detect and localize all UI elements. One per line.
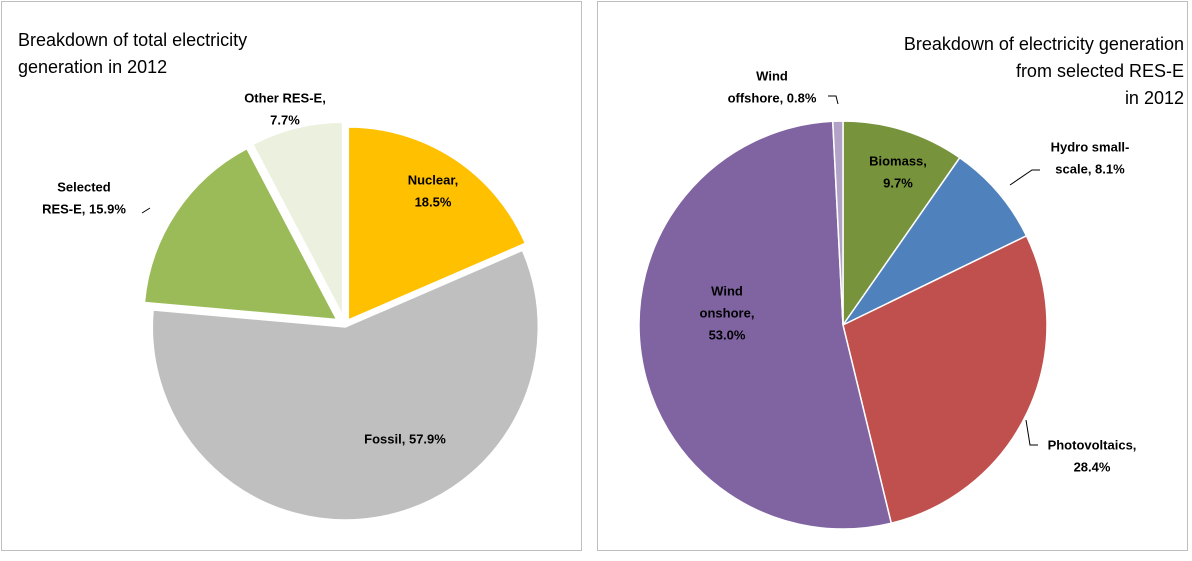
pie-slice	[151, 249, 540, 521]
pie-slice	[143, 147, 338, 321]
pie-slice	[842, 120, 961, 328]
data-label: Fossil, 57.9%	[364, 431, 446, 446]
pie-slice	[831, 120, 844, 326]
chart-title: in 2012	[1125, 88, 1184, 108]
data-label: onshore,	[700, 305, 755, 320]
data-label: Selected	[57, 179, 111, 194]
data-label: Other RES-E,	[244, 90, 326, 105]
data-label: 53.0%	[709, 327, 746, 342]
data-label: Hydro small-	[1051, 139, 1130, 154]
leader-line	[1009, 169, 1040, 186]
data-label: 18.5%	[415, 194, 452, 209]
data-label: 28.4%	[1074, 459, 1111, 474]
data-label: 7.7%	[270, 112, 300, 127]
data-label: offshore, 0.8%	[728, 90, 817, 105]
leader-line	[1025, 419, 1038, 446]
chart-title: Breakdown of electricity generation	[904, 34, 1184, 54]
leader-line	[141, 207, 151, 214]
chart-title: from selected RES-E	[1016, 61, 1184, 81]
data-label: Wind	[711, 283, 743, 298]
data-label: Wind	[756, 68, 788, 83]
pie-slice	[840, 156, 1028, 327]
leader-line	[828, 95, 839, 105]
chart-title: generation in 2012	[18, 57, 167, 77]
data-label: scale, 8.1%	[1055, 161, 1125, 176]
chart-title: Breakdown of total electricity	[18, 30, 247, 50]
data-label: Nuclear,	[408, 172, 459, 187]
pie-slice	[251, 121, 344, 316]
data-label: Photovoltaics,	[1048, 437, 1137, 452]
data-label: 9.7%	[883, 175, 913, 190]
pie-slice	[842, 234, 1048, 525]
data-label: RES-E, 15.9%	[42, 201, 126, 216]
pie-slice	[347, 126, 527, 322]
pie-slice	[638, 120, 893, 530]
data-label: Biomass,	[869, 153, 927, 168]
